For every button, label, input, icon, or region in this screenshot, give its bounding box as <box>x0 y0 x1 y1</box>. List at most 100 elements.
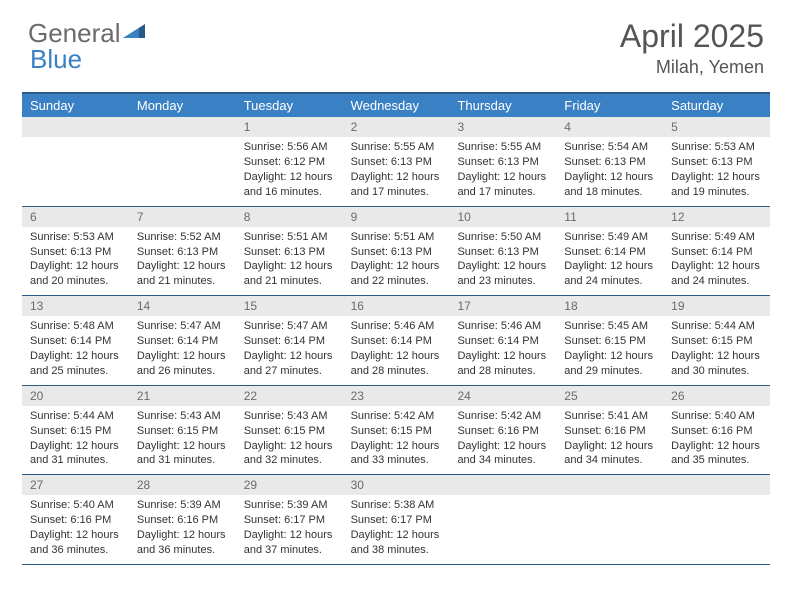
sunrise-line: Sunrise: 5:41 AM <box>564 409 655 424</box>
daylight-line: Daylight: 12 hours and 37 minutes. <box>244 528 335 558</box>
sunset-line: Sunset: 6:16 PM <box>30 513 121 528</box>
sunrise-line: Sunrise: 5:55 AM <box>457 140 548 155</box>
day-number: 24 <box>449 386 556 406</box>
day-cell: 6Sunrise: 5:53 AMSunset: 6:13 PMDaylight… <box>22 207 129 296</box>
day-details: Sunrise: 5:45 AMSunset: 6:15 PMDaylight:… <box>556 319 663 378</box>
sunrise-line: Sunrise: 5:43 AM <box>137 409 228 424</box>
sunrise-line: Sunrise: 5:38 AM <box>351 498 442 513</box>
sunrise-line: Sunrise: 5:39 AM <box>137 498 228 513</box>
day-details: Sunrise: 5:49 AMSunset: 6:14 PMDaylight:… <box>556 230 663 289</box>
sunrise-line: Sunrise: 5:51 AM <box>351 230 442 245</box>
day-details: Sunrise: 5:53 AMSunset: 6:13 PMDaylight:… <box>22 230 129 289</box>
day-number: 18 <box>556 296 663 316</box>
sunset-line: Sunset: 6:12 PM <box>244 155 335 170</box>
day-cell: 24 Sunrise: 5:42 AMSunset: 6:16 PMDayligh… <box>449 386 556 475</box>
sunset-line: Sunset: 6:15 PM <box>137 424 228 439</box>
day-cell: 2Sunrise: 5:55 AMSunset: 6:13 PMDaylight… <box>343 117 450 206</box>
day-cell: 14Sunrise: 5:47 AMSunset: 6:14 PMDayligh… <box>129 296 236 385</box>
day-number <box>663 475 770 495</box>
day-cell: 27Sunrise: 5:40 AMSunset: 6:16 PMDayligh… <box>22 475 129 564</box>
sunrise-line: Sunrise: 5:47 AM <box>244 319 335 334</box>
daylight-line: Daylight: 12 hours and 26 minutes. <box>137 349 228 379</box>
day-cell: 13Sunrise: 5:48 AMSunset: 6:14 PMDayligh… <box>22 296 129 385</box>
daylight-line: Daylight: 12 hours and 29 minutes. <box>564 349 655 379</box>
day-cell: 16Sunrise: 5:46 AMSunset: 6:14 PMDayligh… <box>343 296 450 385</box>
daylight-line: Daylight: 12 hours and 17 minutes. <box>351 170 442 200</box>
daylight-line: Daylight: 12 hours and 18 minutes. <box>564 170 655 200</box>
sunset-line: Sunset: 6:15 PM <box>671 334 762 349</box>
day-cell: 29Sunrise: 5:39 AMSunset: 6:17 PMDayligh… <box>236 475 343 564</box>
sunset-line: Sunset: 6:14 PM <box>457 334 548 349</box>
day-cell: 25Sunrise: 5:41 AMSunset: 6:16 PMDayligh… <box>556 386 663 475</box>
day-cell: 18 Sunrise: 5:45 AMSunset: 6:15 PMDayligh… <box>556 296 663 385</box>
sunset-line: Sunset: 6:14 PM <box>244 334 335 349</box>
daylight-line: Daylight: 12 hours and 31 minutes. <box>137 439 228 469</box>
day-details: Sunrise: 5:47 AMSunset: 6:14 PMDaylight:… <box>236 319 343 378</box>
day-cell: 19Sunrise: 5:44 AMSunset: 6:15 PMDayligh… <box>663 296 770 385</box>
day-details: Sunrise: 5:41 AMSunset: 6:16 PMDaylight:… <box>556 409 663 468</box>
day-number: 23 <box>343 386 450 406</box>
day-details: Sunrise: 5:50 AMSunset: 6:13 PMDaylight:… <box>449 230 556 289</box>
day-cell: 4Sunrise: 5:54 AMSunset: 6:13 PMDaylight… <box>556 117 663 206</box>
day-number: 11 <box>556 207 663 227</box>
day-details: Sunrise: 5:42 AMSunset: 6:15 PMDaylight:… <box>343 409 450 468</box>
dow-wednesday: Wednesday <box>343 94 450 117</box>
day-number: 14 <box>129 296 236 316</box>
daylight-line: Daylight: 12 hours and 36 minutes. <box>137 528 228 558</box>
calendar: Sunday Monday Tuesday Wednesday Thursday… <box>22 92 770 565</box>
day-details: Sunrise: 5:40 AMSunset: 6:16 PMDaylight:… <box>22 498 129 557</box>
daylight-line: Daylight: 12 hours and 28 minutes. <box>351 349 442 379</box>
day-number: 20 <box>22 386 129 406</box>
day-cell: 9Sunrise: 5:51 AMSunset: 6:13 PMDaylight… <box>343 207 450 296</box>
daylight-line: Daylight: 12 hours and 28 minutes. <box>457 349 548 379</box>
day-details: Sunrise: 5:40 AMSunset: 6:16 PMDaylight:… <box>663 409 770 468</box>
sunrise-line: Sunrise: 5:48 AM <box>30 319 121 334</box>
sunrise-line: Sunrise: 5:46 AM <box>351 319 442 334</box>
day-number: 5 <box>663 117 770 137</box>
sunrise-line: Sunrise: 5:42 AM <box>351 409 442 424</box>
day-details: Sunrise: 5:46 AMSunset: 6:14 PMDaylight:… <box>449 319 556 378</box>
day-number: 1 <box>236 117 343 137</box>
week-row: 1 Sunrise: 5:56 AMSunset: 6:12 PMDaylight… <box>22 117 770 207</box>
dow-header-row: Sunday Monday Tuesday Wednesday Thursday… <box>22 94 770 117</box>
sunset-line: Sunset: 6:13 PM <box>457 155 548 170</box>
sunrise-line: Sunrise: 5:49 AM <box>564 230 655 245</box>
daylight-line: Daylight: 12 hours and 36 minutes. <box>30 528 121 558</box>
weeks-container: 1 Sunrise: 5:56 AMSunset: 6:12 PMDaylight… <box>22 117 770 565</box>
dow-friday: Friday <box>556 94 663 117</box>
day-details: Sunrise: 5:56 AMSunset: 6:12 PMDaylight:… <box>236 140 343 199</box>
daylight-line: Daylight: 12 hours and 25 minutes. <box>30 349 121 379</box>
day-cell <box>449 475 556 564</box>
day-details: Sunrise: 5:55 AMSunset: 6:13 PMDaylight:… <box>449 140 556 199</box>
day-cell: 15Sunrise: 5:47 AMSunset: 6:14 PMDayligh… <box>236 296 343 385</box>
day-cell: 21Sunrise: 5:43 AMSunset: 6:15 PMDayligh… <box>129 386 236 475</box>
day-number: 9 <box>343 207 450 227</box>
day-cell: 12Sunrise: 5:49 AMSunset: 6:14 PMDayligh… <box>663 207 770 296</box>
daylight-line: Daylight: 12 hours and 34 minutes. <box>564 439 655 469</box>
dow-sunday: Sunday <box>22 94 129 117</box>
day-number: 22 <box>236 386 343 406</box>
sunset-line: Sunset: 6:13 PM <box>671 155 762 170</box>
day-cell <box>129 117 236 206</box>
day-cell: 8Sunrise: 5:51 AMSunset: 6:13 PMDaylight… <box>236 207 343 296</box>
day-details: Sunrise: 5:46 AMSunset: 6:14 PMDaylight:… <box>343 319 450 378</box>
sunset-line: Sunset: 6:15 PM <box>30 424 121 439</box>
day-number <box>556 475 663 495</box>
daylight-line: Daylight: 12 hours and 38 minutes. <box>351 528 442 558</box>
dow-tuesday: Tuesday <box>236 94 343 117</box>
day-cell <box>22 117 129 206</box>
day-cell: 5Sunrise: 5:53 AMSunset: 6:13 PMDaylight… <box>663 117 770 206</box>
day-cell: 1 Sunrise: 5:56 AMSunset: 6:12 PMDaylight… <box>236 117 343 206</box>
sunset-line: Sunset: 6:14 PM <box>671 245 762 260</box>
brand-name-b: Blue <box>30 44 82 75</box>
sunset-line: Sunset: 6:17 PM <box>244 513 335 528</box>
day-number: 17 <box>449 296 556 316</box>
sunrise-line: Sunrise: 5:40 AM <box>30 498 121 513</box>
day-details: Sunrise: 5:42 AMSunset: 6:16 PMDaylight:… <box>449 409 556 468</box>
sunset-line: Sunset: 6:14 PM <box>564 245 655 260</box>
brand-triangle-icon <box>123 20 145 38</box>
sunset-line: Sunset: 6:16 PM <box>457 424 548 439</box>
sunrise-line: Sunrise: 5:49 AM <box>671 230 762 245</box>
dow-monday: Monday <box>129 94 236 117</box>
sunset-line: Sunset: 6:16 PM <box>137 513 228 528</box>
